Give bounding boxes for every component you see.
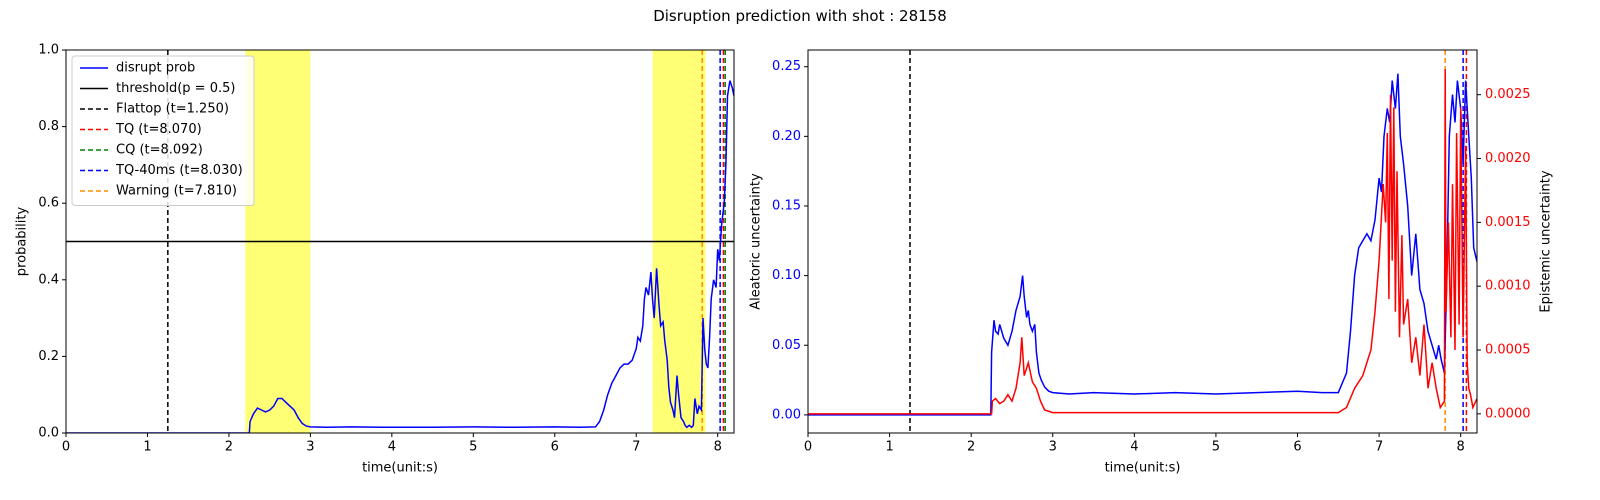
y-tick-label-right: 0.0000 bbox=[1485, 406, 1531, 421]
x-tick-label: 0 bbox=[804, 440, 812, 455]
y-tick-label-right: 0.0010 bbox=[1485, 279, 1531, 294]
y-tick-label-left: 0.20 bbox=[772, 129, 801, 144]
legend-box bbox=[71, 55, 255, 206]
series-epistemic bbox=[808, 69, 1477, 415]
y-tick-label-right: 0.0015 bbox=[1485, 215, 1531, 230]
legend-label: TQ-40ms (t=8.030) bbox=[115, 163, 243, 178]
x-axis-label: time(unit:s) bbox=[362, 461, 438, 476]
y-tick-label: 0.4 bbox=[38, 272, 59, 287]
legend-label: TQ (t=8.070) bbox=[115, 122, 202, 137]
x-tick-label: 4 bbox=[1130, 440, 1138, 455]
x-tick-label: 3 bbox=[306, 440, 314, 455]
y-axis-label: probability bbox=[15, 207, 30, 277]
figure-title: Disruption prediction with shot : 28158 bbox=[653, 7, 947, 25]
y-tick-label-left: 0.10 bbox=[772, 268, 801, 283]
x-tick-label: 2 bbox=[225, 440, 233, 455]
x-tick-label: 5 bbox=[469, 440, 477, 455]
x-tick-label: 6 bbox=[1293, 440, 1301, 455]
x-tick-label: 8 bbox=[1457, 440, 1465, 455]
y-axis-label-right: Epistemic uncertainty bbox=[1539, 170, 1554, 312]
y-tick-label: 0.2 bbox=[38, 349, 59, 364]
series-aleatoric bbox=[808, 73, 1477, 416]
y-tick-label-left: 0.00 bbox=[772, 407, 801, 422]
x-tick-label: 0 bbox=[62, 440, 70, 455]
x-tick-label: 2 bbox=[967, 440, 975, 455]
x-tick-label: 5 bbox=[1212, 440, 1220, 455]
y-tick-label-right: 0.0020 bbox=[1485, 151, 1531, 166]
y-tick-label-left: 0.25 bbox=[772, 59, 801, 74]
x-tick-label: 6 bbox=[551, 440, 559, 455]
legend-label: disrupt prob bbox=[116, 61, 195, 76]
plot-frame-right bbox=[807, 49, 1478, 434]
plot-frame-left bbox=[65, 49, 735, 434]
legend-label: Flattop (t=1.250) bbox=[116, 102, 229, 117]
x-tick-label: 1 bbox=[143, 440, 151, 455]
x-tick-label: 1 bbox=[885, 440, 893, 455]
legend-label: CQ (t=8.092) bbox=[116, 143, 203, 158]
x-tick-label: 7 bbox=[632, 440, 640, 455]
x-tick-label: 4 bbox=[388, 440, 396, 455]
y-tick-label-right: 0.0025 bbox=[1485, 87, 1531, 102]
legend-label: Warning (t=7.810) bbox=[116, 184, 237, 199]
legend-label: threshold(p = 0.5) bbox=[116, 81, 235, 96]
y-tick-label-right: 0.0005 bbox=[1485, 343, 1531, 358]
y-axis-label-left: Aleatoric uncertainty bbox=[749, 173, 764, 310]
y-tick-label: 0.8 bbox=[38, 119, 59, 134]
x-tick-label: 7 bbox=[1375, 440, 1383, 455]
x-tick-label: 8 bbox=[714, 440, 722, 455]
y-tick-label-left: 0.15 bbox=[772, 198, 801, 213]
y-tick-label: 0.6 bbox=[38, 196, 59, 211]
y-tick-label-left: 0.05 bbox=[772, 338, 801, 353]
x-tick-label: 3 bbox=[1049, 440, 1057, 455]
y-tick-label: 0.0 bbox=[38, 426, 59, 441]
y-tick-label: 1.0 bbox=[38, 43, 59, 58]
series-disrupt-prob bbox=[66, 80, 734, 433]
x-axis-label: time(unit:s) bbox=[1105, 461, 1181, 476]
